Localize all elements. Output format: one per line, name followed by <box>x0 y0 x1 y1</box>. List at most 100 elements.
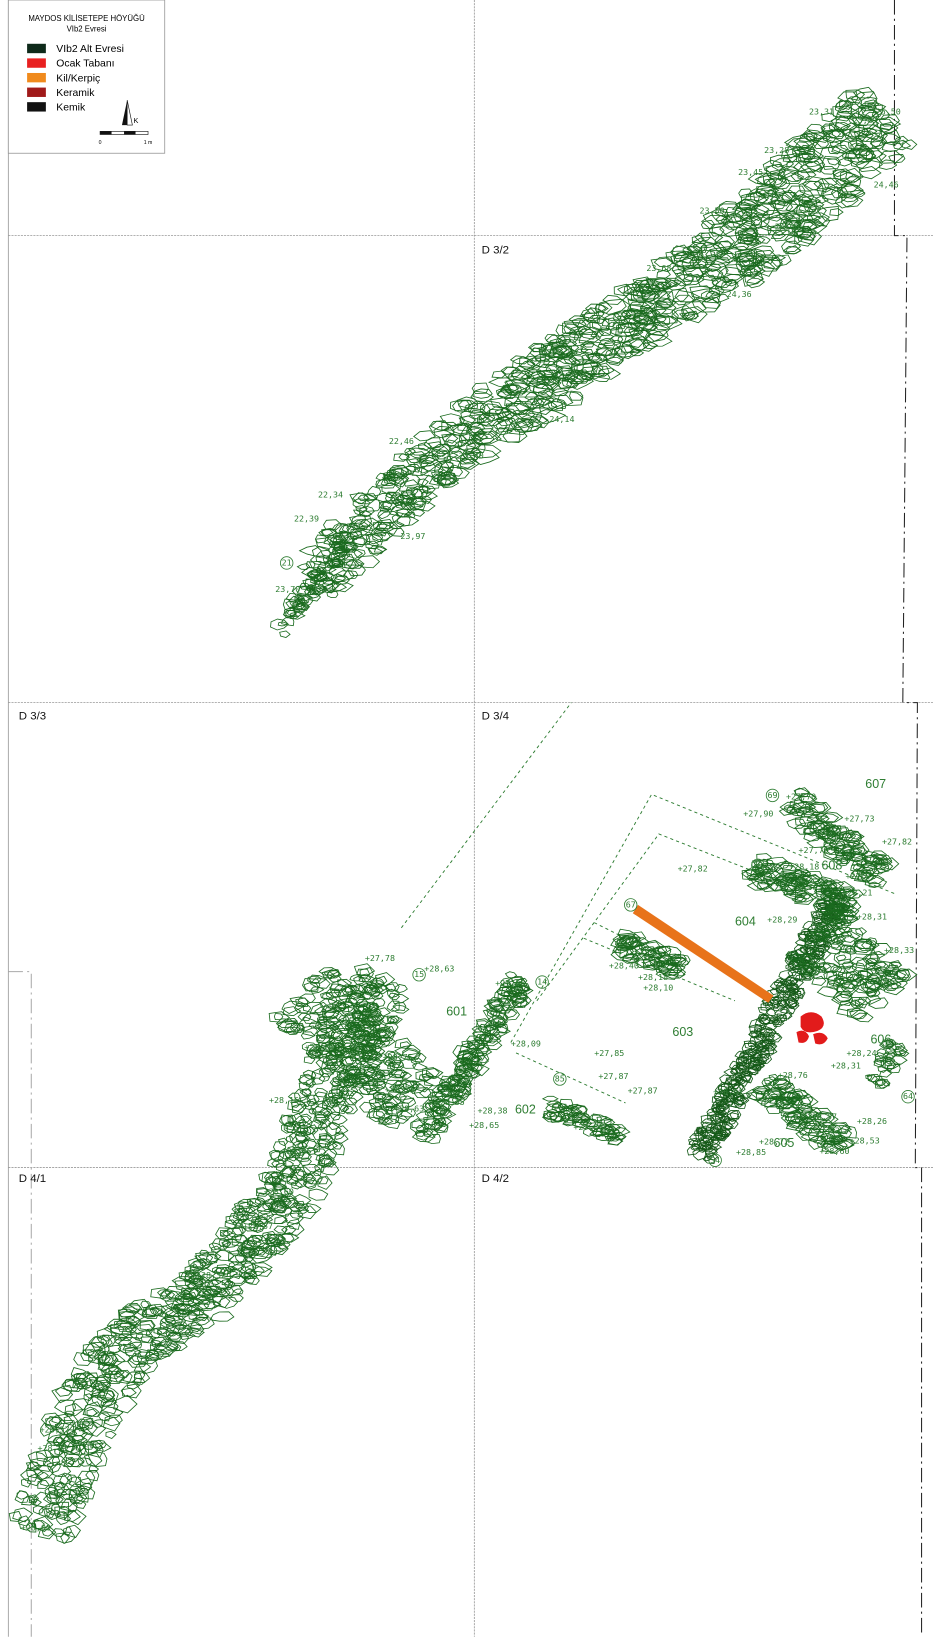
stone <box>708 223 735 237</box>
stone <box>857 996 872 1005</box>
stone <box>487 1009 498 1018</box>
stone <box>839 990 854 999</box>
stone <box>720 1129 732 1138</box>
stone <box>113 1369 133 1384</box>
stone <box>752 1058 767 1066</box>
grid-label: D 3/3 <box>19 710 46 722</box>
stone <box>427 1109 440 1118</box>
stone <box>700 219 716 230</box>
stone <box>865 1074 873 1081</box>
stone <box>771 192 793 207</box>
stone <box>103 1353 126 1367</box>
stone <box>172 1303 187 1312</box>
stone <box>882 1051 898 1060</box>
stone <box>612 1134 627 1141</box>
stone <box>838 926 853 934</box>
stone <box>75 1485 96 1500</box>
stone <box>369 1102 383 1112</box>
stone <box>511 998 530 1008</box>
stone <box>279 630 291 638</box>
stone <box>375 492 395 502</box>
feature-marker <box>553 1072 567 1086</box>
feature-number: 54 <box>710 1155 720 1165</box>
feature-marker <box>280 556 294 570</box>
stone <box>649 314 667 324</box>
grid-label: D 4/1 <box>19 1173 46 1185</box>
stone <box>786 951 801 961</box>
stone <box>571 317 590 328</box>
stone <box>223 1280 236 1289</box>
stone <box>409 500 436 512</box>
stone <box>325 988 340 999</box>
elevation: 23,68 <box>646 263 671 273</box>
stone <box>772 178 791 190</box>
stone <box>798 1103 813 1112</box>
stone <box>737 227 758 243</box>
stone <box>318 1134 334 1145</box>
stone <box>833 903 855 913</box>
stone <box>388 465 409 476</box>
stone <box>177 1309 199 1323</box>
stone <box>834 177 851 186</box>
stone <box>387 471 399 483</box>
stone <box>392 1002 407 1011</box>
stone <box>28 1496 39 1504</box>
stone <box>93 1379 112 1392</box>
stone <box>609 326 623 335</box>
stone <box>290 1134 309 1148</box>
stone <box>412 1062 428 1071</box>
stone <box>222 1227 243 1241</box>
stone <box>290 1148 302 1157</box>
stone <box>487 377 514 389</box>
elevation: +28,29 <box>767 915 797 925</box>
stone <box>419 495 433 505</box>
stone <box>353 1030 371 1042</box>
stone <box>453 1065 466 1074</box>
stone <box>237 1198 254 1208</box>
section-line <box>8 0 923 1637</box>
stone <box>883 1079 891 1087</box>
stone <box>384 1059 395 1067</box>
stone <box>180 1269 198 1282</box>
stone <box>27 1451 49 1467</box>
stone <box>747 1065 758 1074</box>
stone <box>113 1319 134 1331</box>
stone <box>783 889 796 896</box>
stone <box>738 249 761 262</box>
stone <box>860 104 883 118</box>
stone <box>864 99 880 109</box>
elevation: +28,75 <box>385 1085 415 1095</box>
stone <box>483 1001 504 1013</box>
stone <box>285 592 304 603</box>
elevation: +28,61 <box>713 1087 743 1097</box>
stone <box>782 210 808 222</box>
stone <box>370 977 385 989</box>
stone <box>785 197 810 214</box>
stone <box>883 982 899 992</box>
stone <box>436 474 456 486</box>
stone <box>399 479 422 492</box>
stone <box>433 461 451 474</box>
elevation: +27,87 <box>598 1071 628 1081</box>
stone <box>314 1005 337 1018</box>
stone <box>776 1013 785 1019</box>
stone <box>189 1266 205 1275</box>
stone <box>716 250 737 261</box>
stone <box>302 1001 325 1014</box>
stone <box>198 1258 213 1269</box>
stone <box>82 1401 103 1418</box>
stone <box>757 881 773 890</box>
stone <box>830 933 847 943</box>
stone <box>489 1009 501 1017</box>
stone <box>727 213 743 224</box>
stone <box>266 1213 288 1224</box>
feature-marker <box>751 858 765 872</box>
elevation: +27,86 <box>573 1122 603 1132</box>
stone <box>768 1074 779 1082</box>
stone <box>801 1107 822 1119</box>
stone <box>27 1473 43 1487</box>
elevation: +28,40 <box>609 960 639 970</box>
stone <box>837 998 861 1012</box>
stone <box>822 133 838 144</box>
stone <box>755 249 777 264</box>
